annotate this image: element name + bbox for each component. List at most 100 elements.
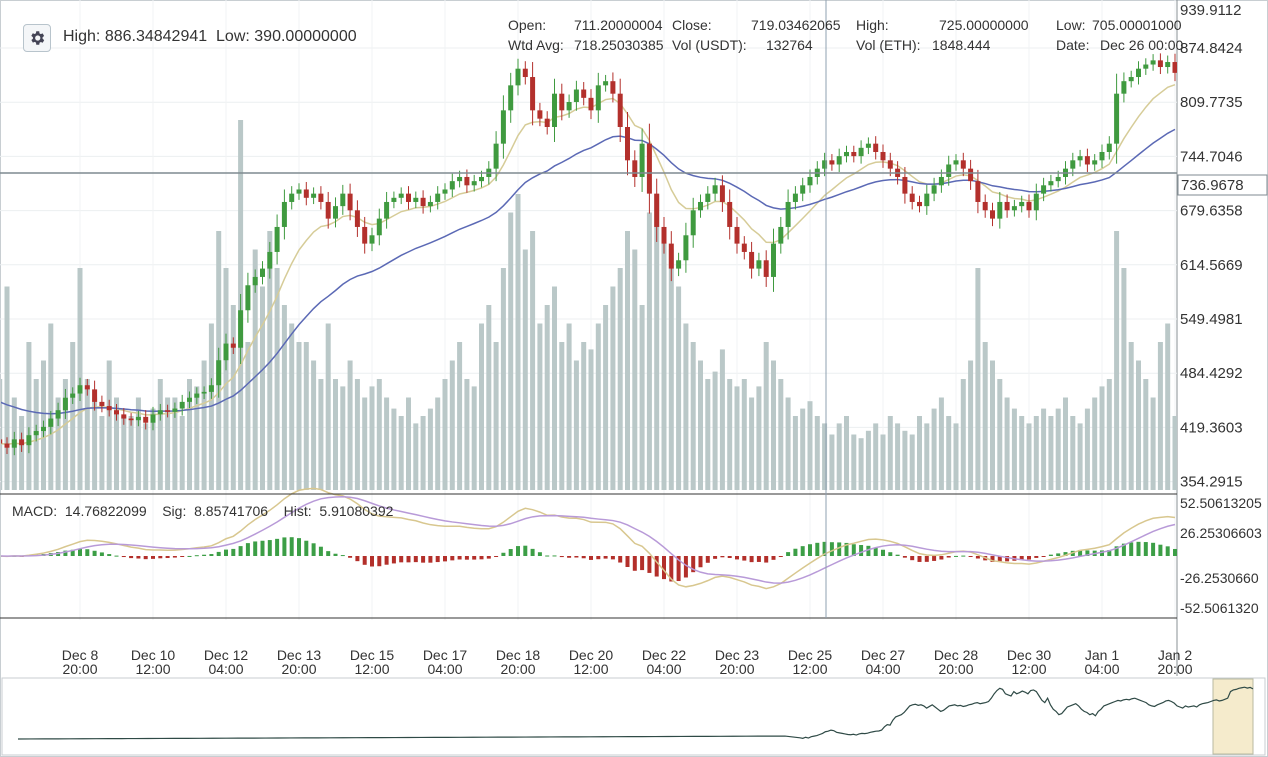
volume-bar [92,397,98,490]
macd-histogram-bar [603,556,608,559]
candle-body [1,439,3,444]
macd-histogram-bar [516,546,520,556]
candle-body [427,201,433,207]
candle-body [398,193,404,198]
crosshair-price-label: 736.9678 [1181,177,1244,194]
candle-body [617,93,623,128]
candle-body [668,243,674,269]
candle-body [77,385,83,394]
candle-body [464,176,470,186]
candle-body [1099,151,1105,161]
volume-bar [187,379,192,490]
volume-bar [610,286,616,490]
volume-bar [194,386,200,490]
volume-bar [354,379,360,490]
macd-histogram-bar [837,542,842,556]
candle-body [1026,201,1032,211]
candle-body [595,85,601,111]
open-label: Open: [508,17,547,33]
candle-body [566,102,572,111]
volume-bar [376,379,382,490]
macd-histogram-bar [1019,556,1024,560]
macd-histogram-bar [1136,541,1141,556]
candle-body [187,397,192,402]
candle-body [354,210,360,227]
candle-body [559,93,565,111]
candle-body [1048,181,1054,186]
candle-body [92,389,98,402]
candle-body [982,201,988,211]
candle-body [865,143,871,148]
candle-body [11,439,17,448]
macd-histogram-bar [1041,556,1046,557]
candle-body [756,260,762,269]
candle-body [150,414,156,423]
macd-tick-label: 26.25306603 [1180,525,1262,541]
volume-bar [442,379,448,490]
macd-histogram-bar [143,556,148,560]
candle-body [143,416,149,423]
volume-bar [420,416,426,490]
volume-bar [406,397,411,490]
candle-body [362,226,368,244]
signal-line [1,496,1176,584]
candle-body [792,193,798,202]
date-value: Dec 26 00:00 [1100,37,1184,53]
candle-body [800,185,806,194]
candle-body [369,235,375,244]
volume-bar [201,360,207,490]
volume-bar [603,305,609,490]
candle-body [165,410,171,412]
macd-histogram-bar [815,542,820,556]
macd-histogram-bar [464,556,469,560]
volume-bar [4,286,10,490]
volume-bar [690,342,696,490]
macd-histogram-bar [705,556,710,563]
candle-body [1011,206,1017,211]
macd-histogram-bar [121,556,126,558]
x-tick-time: 12:00 [354,661,389,677]
candle-body [55,410,61,419]
candle-body [968,168,974,182]
settings-button[interactable] [23,24,51,52]
volume-bar [924,423,930,490]
price-tick-label: 614.5669 [1180,257,1243,274]
candle-body [121,414,127,419]
macd-histogram-bar [829,542,834,556]
macd-histogram-bar [304,540,309,556]
volume-bar [479,323,484,490]
macd-histogram-bar [954,555,958,557]
candle-body [223,343,229,361]
volume-bar [975,268,981,490]
candle-body [281,201,287,227]
macd-histogram-bar [640,556,645,571]
volume-bar [1011,408,1017,490]
volume-bar [646,212,652,490]
x-tick-time: 04:00 [427,661,462,677]
volume-bar [668,249,674,490]
candle-body [340,193,346,207]
macd-histogram-bar [70,549,75,556]
macd-histogram-bar [413,556,418,563]
candle-body [1165,62,1171,68]
volume-bar [48,323,54,490]
volume-bar [1157,342,1163,490]
gear-icon [31,31,45,45]
candle-body [508,85,514,111]
volume-bar [968,360,974,490]
macd-histogram-bar [1165,546,1170,556]
vol-usdt-value: 132764 [766,37,813,53]
x-tick-time: 04:00 [865,661,900,677]
volume-bar [1077,423,1083,490]
x-tick-date: Dec 17 [423,647,468,663]
candle-body [230,343,236,348]
volume-bar [595,323,601,490]
macd-histogram-bar [727,556,732,559]
volume-bar [997,379,1003,490]
candle-body [902,176,908,194]
volume-bar [135,397,141,490]
candle-body [471,181,477,186]
navigator-selection[interactable] [1212,678,1254,755]
volume-bar [106,360,112,490]
